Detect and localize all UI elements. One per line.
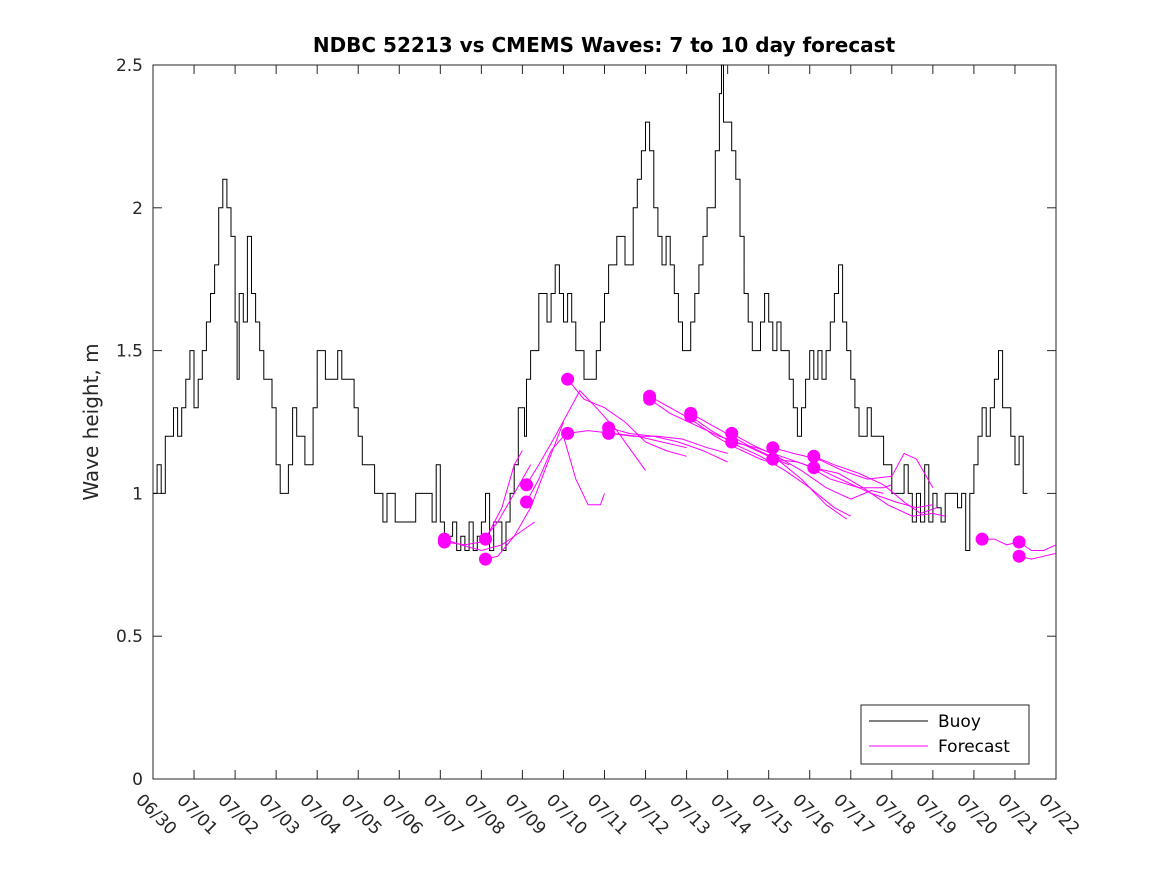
series-line-forecast	[485, 450, 523, 540]
forecast-start-marker	[437, 535, 451, 549]
series-line-forecast	[772, 447, 934, 488]
forecast-start-marker	[1012, 549, 1026, 563]
series-line-forecast	[485, 421, 564, 560]
y-tick-label: 1	[132, 484, 143, 504]
series-line-forecast	[526, 435, 605, 506]
forecast-start-marker	[725, 435, 739, 449]
series-line-forecast	[567, 378, 687, 457]
forecast-start-marker	[684, 409, 698, 423]
forecast-start-marker	[479, 552, 492, 566]
plot-area: 06/3007/0107/0207/0307/0407/0507/0607/07…	[116, 56, 1083, 839]
forecast-start-marker	[479, 532, 492, 546]
series-line-forecast	[690, 412, 847, 520]
y-tick-label: 0	[132, 770, 143, 790]
legend-label-forecast: Forecast	[938, 737, 1010, 757]
forecast-start-marker	[520, 495, 533, 509]
forecast-start-marker	[1012, 535, 1026, 549]
plot-frame	[152, 64, 1057, 780]
series-line-forecast	[526, 389, 646, 486]
y-tick-label: 1.5	[116, 342, 143, 362]
forecast-start-marker	[561, 426, 575, 440]
series-line-buoy	[153, 64, 1028, 551]
legend-label-buoy: Buoy	[938, 712, 981, 732]
series-line-forecast	[813, 455, 938, 514]
forecast-start-marker	[643, 392, 657, 406]
y-tick-label: 0.5	[116, 627, 143, 647]
series-line-forecast	[608, 427, 728, 463]
forecast-start-marker	[975, 532, 989, 546]
legend: Buoy Forecast	[860, 704, 1030, 765]
forecast-start-marker	[602, 426, 616, 440]
forecast-start-marker	[766, 441, 780, 455]
series-layer	[153, 64, 1057, 566]
series-line-forecast	[813, 467, 946, 517]
forecast-start-marker	[520, 478, 533, 492]
series-line-forecast	[608, 432, 728, 454]
series-line-forecast	[649, 395, 778, 466]
series-line-forecast	[772, 458, 933, 509]
y-tick-label: 2.5	[116, 56, 143, 76]
y-axis-label: Wave height, m	[79, 343, 103, 500]
forecast-start-marker	[807, 461, 821, 475]
forecast-start-marker	[561, 372, 575, 386]
forecast-start-marker	[807, 449, 821, 463]
forecast-start-marker	[766, 452, 780, 466]
chart-title: NDBC 52213 vs CMEMS Waves: 7 to 10 day f…	[313, 33, 896, 57]
y-tick-label: 2	[132, 199, 143, 219]
y-axis-ticks: 0 0.5 1 1.5 2 2.5	[116, 56, 1056, 790]
legend-box	[860, 704, 1030, 765]
